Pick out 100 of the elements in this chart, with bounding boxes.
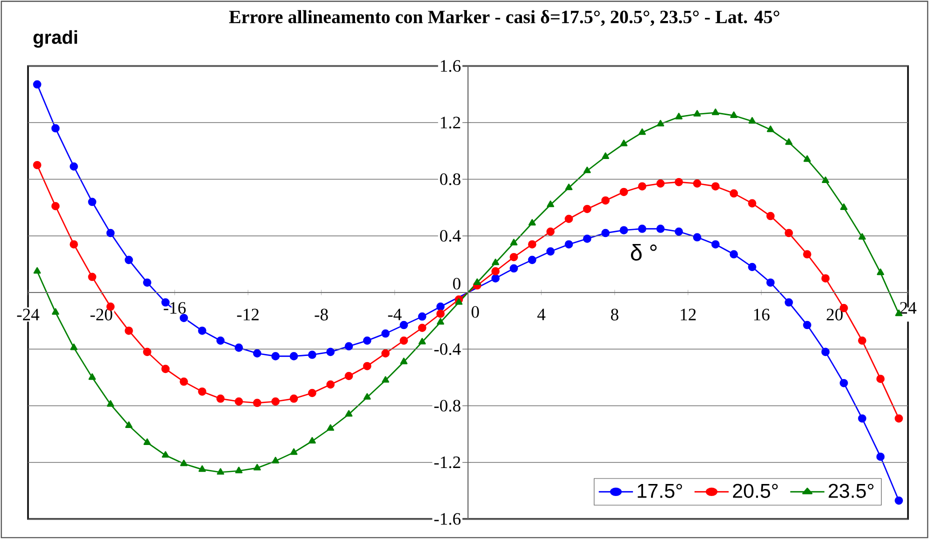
point: [656, 179, 665, 188]
point: [271, 352, 280, 360]
legend-label: 17.5°: [638, 484, 682, 498]
point: [400, 358, 408, 364]
point: [34, 267, 41, 274]
point: [326, 380, 335, 389]
point: [254, 464, 261, 470]
point: [216, 394, 225, 403]
point: [473, 278, 481, 285]
point: [52, 308, 60, 315]
point: [602, 152, 610, 159]
point: [235, 466, 243, 474]
point: [601, 196, 610, 205]
point: [785, 138, 792, 145]
point: [436, 318, 444, 325]
point: [308, 388, 316, 398]
point: [436, 310, 445, 318]
point: [546, 247, 555, 256]
point: [528, 240, 536, 248]
point: [638, 182, 646, 190]
legend-label: 23.5°: [828, 484, 874, 498]
point: [180, 378, 188, 386]
y-axis-title: gradi: [33, 30, 78, 48]
point: [33, 80, 42, 89]
point: [766, 126, 774, 132]
point: [730, 111, 738, 118]
point: [234, 344, 243, 352]
point: [161, 364, 170, 374]
point: [876, 268, 884, 276]
point: [70, 344, 78, 350]
point: [143, 348, 152, 356]
point: [326, 424, 334, 431]
point: [180, 460, 188, 466]
point: [564, 214, 573, 224]
point: [638, 224, 646, 233]
point: [308, 350, 316, 359]
point: [894, 414, 903, 423]
point: [748, 262, 756, 272]
point: [216, 336, 225, 345]
point: [565, 184, 573, 190]
y-tick-label: 0: [453, 278, 460, 290]
legend-label: 20.5°: [733, 484, 778, 498]
point: [344, 342, 353, 350]
point: [822, 176, 830, 184]
point: [198, 387, 206, 396]
point: [363, 336, 372, 345]
x-tick-label: -20: [90, 308, 112, 320]
point: [546, 227, 555, 236]
point: [308, 436, 316, 444]
y-tick-label: -1.6: [434, 513, 461, 525]
x-tick-label: -8: [314, 308, 328, 320]
point: [766, 278, 775, 287]
point: [381, 349, 390, 358]
x-tick-label: -16: [164, 302, 186, 314]
point: [88, 198, 96, 206]
point: [326, 348, 335, 356]
point: [418, 338, 426, 344]
x-tick-label: -12: [237, 308, 259, 320]
point: [363, 362, 372, 370]
point: [124, 256, 133, 264]
y-tick-label: -0.8: [434, 400, 460, 412]
point: [693, 110, 701, 117]
point: [858, 336, 866, 345]
y-tick-label: 1.6: [440, 60, 461, 72]
point: [290, 394, 298, 403]
point: [803, 320, 812, 330]
y-tick-label: -1.2: [434, 456, 460, 468]
x-tick-label: 24: [900, 302, 916, 314]
point: [656, 120, 664, 126]
point: [400, 320, 408, 330]
point: [583, 204, 592, 214]
point: [840, 378, 848, 388]
point: [821, 348, 830, 356]
y-tick-label: -0.4: [434, 343, 461, 356]
point: [528, 218, 536, 226]
point: [198, 465, 206, 472]
point: [693, 233, 702, 242]
point: [583, 166, 591, 174]
point: [162, 451, 170, 458]
point: [711, 240, 720, 248]
point: [492, 258, 500, 266]
y-tick-label: 1.2: [440, 116, 460, 128]
point: [821, 274, 830, 282]
point: [455, 298, 463, 305]
point: [766, 212, 775, 220]
point: [894, 496, 903, 505]
point: [803, 250, 812, 258]
point: [620, 140, 628, 146]
point: [106, 228, 115, 238]
point: [858, 233, 866, 240]
x-tick-label: 0: [472, 306, 479, 318]
point: [712, 108, 720, 116]
point: [253, 349, 262, 358]
point: [528, 256, 536, 264]
point: [400, 336, 408, 345]
point: [510, 238, 518, 246]
point: [564, 240, 573, 248]
point: [124, 326, 133, 335]
point: [674, 178, 683, 186]
x-tick-label: 12: [680, 308, 696, 320]
